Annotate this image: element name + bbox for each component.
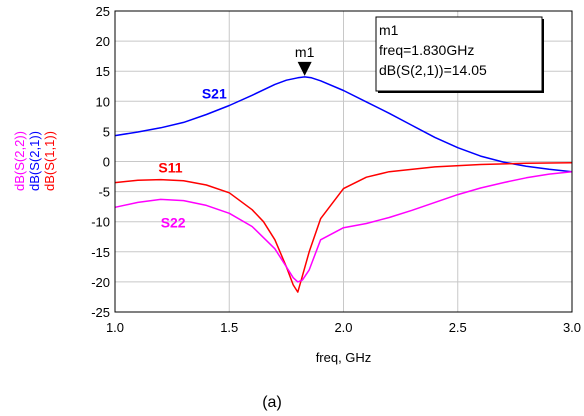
y-tick-label: 20 bbox=[96, 34, 110, 49]
marker-info-line: freq=1.830GHz bbox=[379, 42, 474, 58]
y-tick-labels: 25 20 15 10 5 0 -5 -10 -15 -20 -25 bbox=[91, 4, 110, 320]
marker-info-box bbox=[375, 16, 543, 92]
y-tick-label: -25 bbox=[91, 305, 110, 320]
marker-triangle bbox=[297, 61, 312, 76]
y-tick-label: 25 bbox=[96, 4, 110, 19]
y-tick-label: -15 bbox=[91, 245, 110, 260]
series-label-s21: S21 bbox=[202, 85, 227, 101]
x-tick-labels: 1.0 1.5 2.0 2.5 3.0 bbox=[106, 320, 581, 335]
figure-caption: (a) bbox=[262, 394, 282, 411]
y-tick-label: 5 bbox=[103, 124, 110, 139]
y-axis-label: dB(S(1,1)) bbox=[42, 131, 57, 191]
marker-info-line: m1 bbox=[379, 22, 399, 38]
x-tick-label: 3.0 bbox=[563, 320, 581, 335]
y-tick-label: 0 bbox=[103, 155, 110, 170]
y-axis-label: dB(S(2,1)) bbox=[27, 131, 42, 191]
series-label-s11: S11 bbox=[158, 159, 182, 175]
series-line-s11 bbox=[114, 161, 573, 293]
x-tick-label: 2.5 bbox=[449, 320, 467, 335]
y-axis-labels: dB(S(2,2)) dB(S(2,1)) dB(S(1,1)) bbox=[12, 131, 57, 191]
y-tick-label: 10 bbox=[96, 94, 110, 109]
marker-label: m1 bbox=[295, 44, 315, 60]
y-tick-label: -5 bbox=[98, 185, 110, 200]
marker-info-line: dB(S(2,1))=14.05 bbox=[379, 62, 487, 78]
y-tick-label: -20 bbox=[91, 275, 110, 290]
x-tick-label: 2.0 bbox=[334, 320, 352, 335]
series-line-s22 bbox=[114, 170, 573, 283]
x-axis-label: freq, GHz bbox=[316, 350, 372, 365]
series-layer bbox=[114, 76, 573, 293]
y-tick-label: -10 bbox=[91, 215, 110, 230]
marker-m1: m1 m1 freq=1.830GHz dB(S(2,1))=14.05 bbox=[295, 16, 544, 93]
y-axis-label: dB(S(2,2)) bbox=[12, 131, 27, 191]
series-label-s22: S22 bbox=[161, 215, 186, 231]
x-tick-label: 1.5 bbox=[220, 320, 238, 335]
series-line-s21 bbox=[114, 76, 573, 173]
y-tick-label: 15 bbox=[96, 64, 110, 79]
plot-frame bbox=[114, 10, 573, 313]
series-labels: S21 S11 S22 bbox=[158, 85, 227, 230]
x-tick-label: 1.0 bbox=[106, 320, 124, 335]
